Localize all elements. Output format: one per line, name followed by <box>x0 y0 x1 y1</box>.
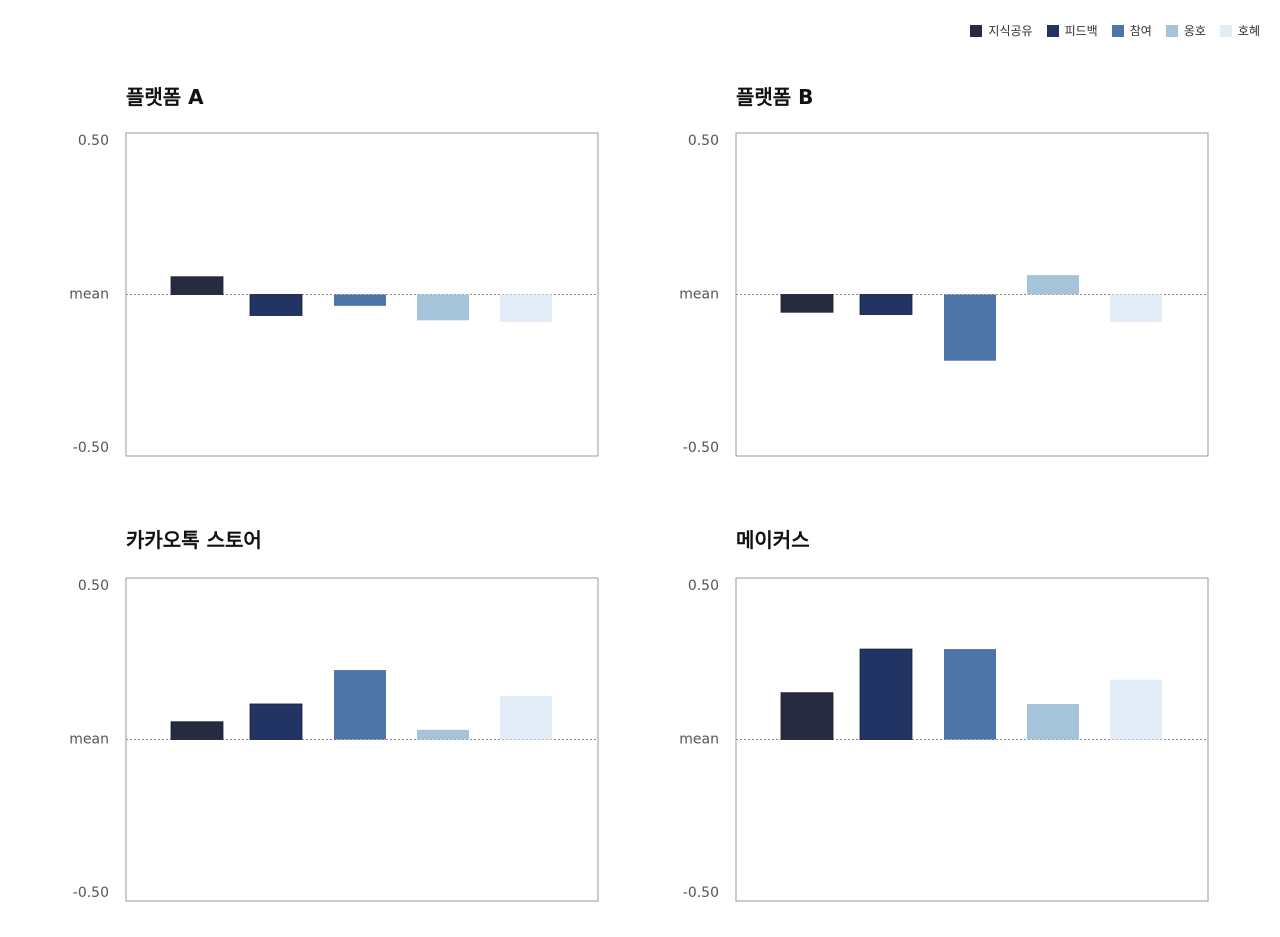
bar <box>500 294 552 322</box>
bar <box>944 294 996 361</box>
y-tick-label: 0.50 <box>78 578 109 594</box>
legend-label: 피드백 <box>1064 24 1098 38</box>
panel-title: 메이커스 <box>736 528 810 552</box>
bar <box>1110 679 1162 740</box>
bar <box>1027 275 1079 295</box>
bar <box>334 294 386 306</box>
panel-title: 플랫폼 B <box>736 85 813 109</box>
bar <box>249 703 303 740</box>
y-tick-label: 0.50 <box>688 578 719 594</box>
bar <box>859 648 913 740</box>
legend-swatch <box>970 24 983 37</box>
bar <box>1110 294 1162 322</box>
legend-swatch <box>1165 24 1178 37</box>
legend-swatch <box>1111 24 1124 37</box>
chart-panel: 플랫폼 B 0.50 mean -0.50 <box>679 85 1209 457</box>
bar <box>334 670 386 740</box>
y-tick-label: -0.50 <box>73 440 109 456</box>
bar <box>417 729 469 740</box>
bar <box>170 276 224 295</box>
y-tick-label: mean <box>679 287 719 303</box>
chart-panel: 카카오톡 스토어 0.50 mean -0.50 <box>69 528 599 902</box>
legend-item: 옹호 <box>1165 22 1206 39</box>
y-tick-label: 0.50 <box>688 133 719 149</box>
legend-label: 지식공유 <box>988 24 1033 38</box>
chart-legend: 지식공유 피드백 참여 옹호 호혜 <box>956 22 1260 39</box>
legend-item: 지식공유 <box>970 22 1033 39</box>
bar <box>249 294 303 316</box>
legend-label: 호혜 <box>1237 24 1260 38</box>
y-tick-label: mean <box>69 287 109 303</box>
y-tick-label: -0.50 <box>683 440 719 456</box>
chart-panel: 플랫폼 A 0.50 mean -0.50 <box>69 85 599 457</box>
legend-label: 옹호 <box>1183 24 1206 38</box>
legend-swatch <box>1219 24 1232 37</box>
legend-swatch <box>1046 24 1059 37</box>
y-tick-label: mean <box>679 732 719 748</box>
legend-item: 피드백 <box>1046 22 1098 39</box>
y-tick-label: 0.50 <box>78 133 109 149</box>
chart-panel: 메이커스 0.50 mean -0.50 <box>679 528 1209 902</box>
legend-item: 호혜 <box>1219 22 1260 39</box>
y-tick-label: mean <box>69 732 109 748</box>
y-tick-label: -0.50 <box>73 885 109 901</box>
y-tick-label: -0.50 <box>683 885 719 901</box>
bar <box>1027 703 1079 740</box>
bar <box>417 294 469 321</box>
bar <box>780 294 834 313</box>
bar <box>170 721 224 740</box>
bar <box>500 695 552 740</box>
panel-title: 카카오톡 스토어 <box>126 528 262 552</box>
bar <box>859 294 913 315</box>
panel-title: 플랫폼 A <box>126 85 204 109</box>
legend-item: 참여 <box>1111 22 1152 39</box>
legend-label: 참여 <box>1129 24 1152 38</box>
bar <box>780 692 834 740</box>
bar <box>944 649 996 740</box>
